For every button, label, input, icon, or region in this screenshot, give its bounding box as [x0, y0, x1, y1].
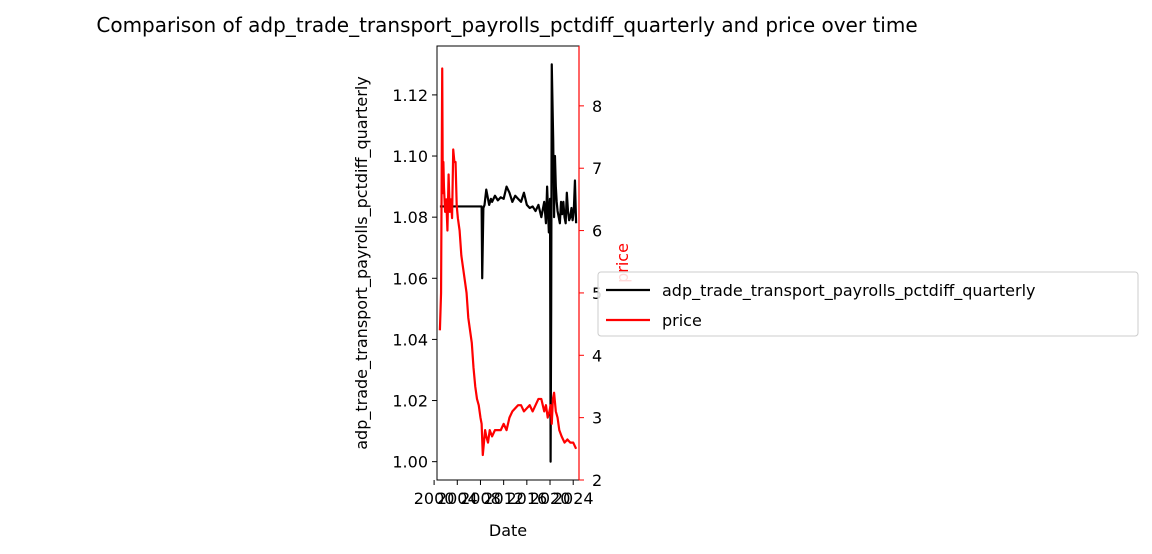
x-axis-label: Date	[489, 521, 527, 540]
x-tick-label: 2004	[437, 489, 478, 508]
y-right-tick-label: 2	[592, 471, 602, 490]
y-left-axis: 1.00 1.02 1.04 1.06 1.08 1.10 1.12	[392, 86, 437, 472]
y-right-axis: 2 3 4 5 6 7 8	[579, 97, 602, 490]
y-right-tick-label: 5	[592, 284, 602, 303]
chart-title: Comparison of adp_trade_transport_payrol…	[96, 13, 917, 37]
y-left-tick-label: 1.08	[392, 208, 428, 227]
y-right-tick-label: 4	[592, 346, 602, 365]
x-tick-label: 2000	[414, 489, 455, 508]
y-right-tick-label: 3	[592, 409, 602, 428]
y-left-tick-label: 1.10	[392, 147, 428, 166]
y-left-tick-label: 1.04	[392, 330, 428, 349]
legend: adp_trade_transport_payrolls_pctdiff_qua…	[597, 271, 1139, 337]
plot-area	[436, 45, 580, 481]
y-left-axis-label: adp_trade_transport_payrolls_pctdiff_qua…	[352, 76, 372, 450]
y-left-tick-label: 1.00	[392, 453, 428, 472]
y-left-tick-label: 1.12	[392, 86, 428, 105]
legend-label-payrolls: adp_trade_transport_payrolls_pctdiff_qua…	[662, 281, 1036, 301]
x-tick-label: 2024	[553, 489, 594, 508]
y-left-tick-label: 1.06	[392, 269, 428, 288]
x-tick-label: 2020	[530, 489, 571, 508]
y-right-tick-label: 8	[592, 97, 602, 116]
legend-label-price: price	[662, 311, 702, 330]
x-tick-label: 2008	[460, 489, 501, 508]
x-tick-label: 2012	[483, 489, 524, 508]
series-line-payrolls	[439, 63, 578, 463]
series-line-price	[438, 67, 578, 457]
y-right-tick-label: 7	[592, 159, 602, 178]
y-right-tick-label: 6	[592, 222, 602, 241]
series-layer	[438, 63, 578, 463]
x-tick-label: 2016	[506, 489, 547, 508]
legend-frame	[597, 271, 1139, 337]
y-left-tick-label: 1.02	[392, 392, 428, 411]
